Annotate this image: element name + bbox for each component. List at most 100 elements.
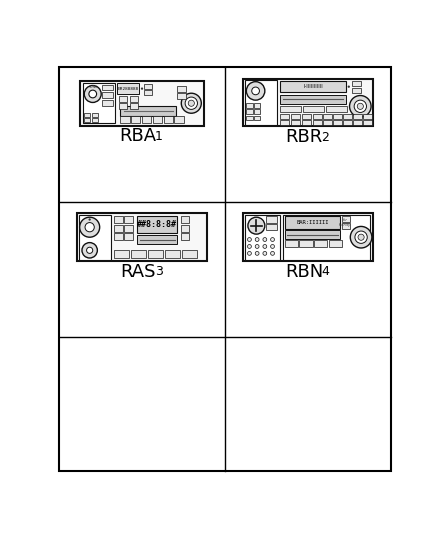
Circle shape: [270, 252, 274, 255]
Circle shape: [254, 252, 258, 255]
Bar: [129, 103, 138, 109]
Circle shape: [185, 97, 197, 109]
Circle shape: [247, 238, 251, 241]
Circle shape: [270, 245, 274, 248]
Bar: [363, 120, 371, 125]
Bar: [323, 120, 331, 125]
Text: RBR: RBR: [285, 128, 322, 146]
Circle shape: [254, 245, 258, 248]
Bar: [283, 215, 369, 260]
Bar: [79, 215, 111, 260]
Circle shape: [347, 85, 349, 88]
Bar: [328, 240, 341, 247]
Bar: [341, 223, 349, 229]
Bar: [163, 116, 173, 123]
Bar: [351, 81, 360, 86]
Bar: [363, 114, 371, 119]
Bar: [326, 106, 346, 112]
Bar: [176, 85, 185, 92]
Bar: [119, 96, 127, 102]
Bar: [284, 240, 297, 247]
Bar: [142, 116, 151, 123]
Bar: [84, 118, 90, 122]
Circle shape: [188, 100, 194, 106]
Bar: [303, 106, 323, 112]
Bar: [124, 216, 132, 223]
Bar: [301, 114, 311, 119]
Bar: [124, 233, 132, 240]
Circle shape: [270, 238, 274, 241]
Bar: [114, 216, 123, 223]
Bar: [180, 216, 189, 223]
Bar: [119, 103, 127, 109]
Circle shape: [350, 227, 371, 248]
Bar: [290, 114, 300, 119]
Text: for
Infinity: for Infinity: [338, 219, 350, 227]
Bar: [312, 114, 321, 119]
Bar: [152, 116, 162, 123]
Circle shape: [353, 100, 366, 112]
Bar: [353, 120, 361, 125]
Bar: [120, 106, 176, 116]
Bar: [266, 216, 276, 223]
Bar: [314, 240, 326, 247]
Text: 3: 3: [155, 265, 162, 278]
Circle shape: [357, 103, 363, 109]
Bar: [353, 114, 361, 119]
Bar: [92, 118, 98, 122]
Bar: [244, 215, 279, 260]
Circle shape: [84, 85, 101, 102]
Bar: [129, 96, 138, 102]
Circle shape: [247, 245, 251, 248]
Bar: [284, 216, 339, 229]
Text: 4: 4: [320, 265, 328, 278]
Text: ##8:8:8#: ##8:8:8#: [137, 220, 177, 229]
Circle shape: [262, 245, 266, 248]
Circle shape: [262, 252, 266, 255]
Bar: [131, 251, 145, 258]
Bar: [137, 216, 177, 233]
Text: RAS: RAS: [120, 263, 155, 281]
Bar: [102, 85, 113, 90]
Bar: [290, 120, 300, 125]
Bar: [279, 81, 345, 92]
Text: RBN: RBN: [284, 263, 322, 281]
Bar: [148, 251, 162, 258]
Bar: [279, 95, 345, 104]
Bar: [137, 235, 177, 244]
Text: RBA: RBA: [119, 127, 156, 146]
Circle shape: [254, 238, 258, 241]
Bar: [343, 120, 351, 125]
Bar: [332, 120, 341, 125]
Bar: [266, 224, 276, 230]
Bar: [243, 78, 372, 126]
Bar: [82, 83, 115, 123]
Circle shape: [86, 247, 92, 253]
Bar: [124, 225, 132, 232]
Bar: [246, 116, 252, 120]
Bar: [254, 116, 260, 120]
Circle shape: [251, 87, 259, 95]
Text: I-IIIIIIIIIII: I-IIIIIIIIIII: [302, 84, 322, 89]
Bar: [301, 120, 311, 125]
Circle shape: [247, 252, 251, 255]
Bar: [180, 225, 189, 232]
Bar: [312, 120, 321, 125]
Circle shape: [354, 231, 367, 244]
Bar: [279, 120, 289, 125]
Bar: [117, 83, 138, 94]
Bar: [343, 114, 351, 119]
Circle shape: [247, 217, 264, 234]
Bar: [246, 109, 252, 114]
Circle shape: [88, 219, 91, 221]
Bar: [279, 106, 300, 112]
Bar: [80, 81, 203, 126]
Text: 2: 2: [320, 131, 328, 143]
Circle shape: [79, 217, 99, 237]
Text: ER288888: ER288888: [117, 86, 138, 91]
Bar: [180, 233, 189, 240]
Bar: [279, 114, 289, 119]
Bar: [144, 90, 152, 95]
Bar: [174, 116, 183, 123]
Bar: [92, 113, 98, 117]
